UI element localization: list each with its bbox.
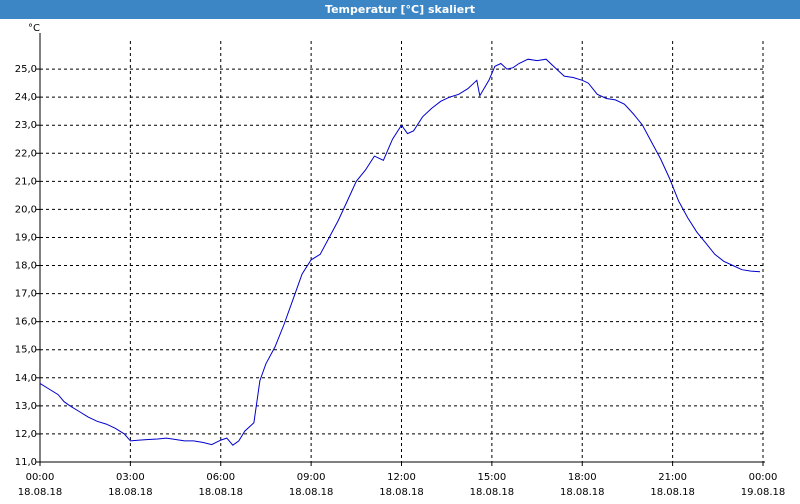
x-tick-time-label: 06:00	[206, 472, 235, 483]
x-tick-labels: 00:00 18.08.18 03:00 18.08.18 06:00 18.08.18 0…	[18, 472, 786, 498]
x-tick-time-label: 00:00	[26, 472, 55, 483]
y-tick-label: 16,0	[15, 317, 37, 328]
x-tick-date-label: 18.08.18	[289, 487, 334, 498]
y-tick-label: 22,0	[15, 148, 37, 159]
y-tick-label: 12,0	[15, 429, 37, 440]
y-tick-label: 18,0	[15, 261, 37, 272]
y-tick-label: 19,0	[15, 232, 37, 243]
x-tick-time-label: 09:00	[297, 472, 326, 483]
x-tick-date-label: 18.08.18	[650, 487, 695, 498]
y-tick-label: 25,0	[15, 64, 37, 75]
x-tick-time-label: 03:00	[116, 472, 145, 483]
grid-lines	[39, 41, 764, 463]
y-tick-label: 23,0	[15, 120, 37, 131]
x-tick-time-label: 21:00	[658, 472, 687, 483]
window-title: Temperatur [°C] skaliert	[0, 0, 800, 19]
x-tick-time-label: 12:00	[387, 472, 416, 483]
y-tick-label: 24,0	[15, 92, 37, 103]
y-tick-label: 20,0	[15, 204, 37, 215]
x-tick-date-label: 18.08.18	[379, 487, 424, 498]
y-tick-label: 13,0	[15, 401, 37, 412]
series-line	[39, 58, 761, 446]
x-tick-date-label: 18.08.18	[470, 487, 515, 498]
x-tick-time-label: 00:00	[749, 472, 778, 483]
y-tick-labels: 11,0 12,0 13,0 14,0 15,0 16,0 17,0 18,0 19,0 20,0…	[15, 64, 37, 468]
y-tick-label: 17,0	[15, 289, 37, 300]
x-tick-date-label: 19.08.18	[741, 487, 786, 498]
x-tick-date-label: 18.08.18	[560, 487, 605, 498]
x-tick-time-label: 18:00	[568, 472, 597, 483]
y-tick-label: 11,0	[15, 457, 37, 468]
x-tick-date-label: 18.08.18	[108, 487, 153, 498]
chart-area: °C 11,0 12,0 13,0 14,0 15,0 16,0 17,0 18,0 19,0 2…	[0, 19, 800, 500]
axes	[36, 33, 765, 466]
y-axis-unit-label: °C	[28, 23, 40, 34]
y-tick-label: 21,0	[15, 176, 37, 187]
y-tick-label: 14,0	[15, 373, 37, 384]
y-tick-label: 15,0	[15, 345, 37, 356]
x-tick-date-label: 18.08.18	[18, 487, 63, 498]
temperature-chart: °C 11,0 12,0 13,0 14,0 15,0 16,0 17,0 18,0 19,0 2…	[15, 23, 786, 498]
x-tick-time-label: 15:00	[477, 472, 506, 483]
x-tick-date-label: 18.08.18	[198, 487, 243, 498]
